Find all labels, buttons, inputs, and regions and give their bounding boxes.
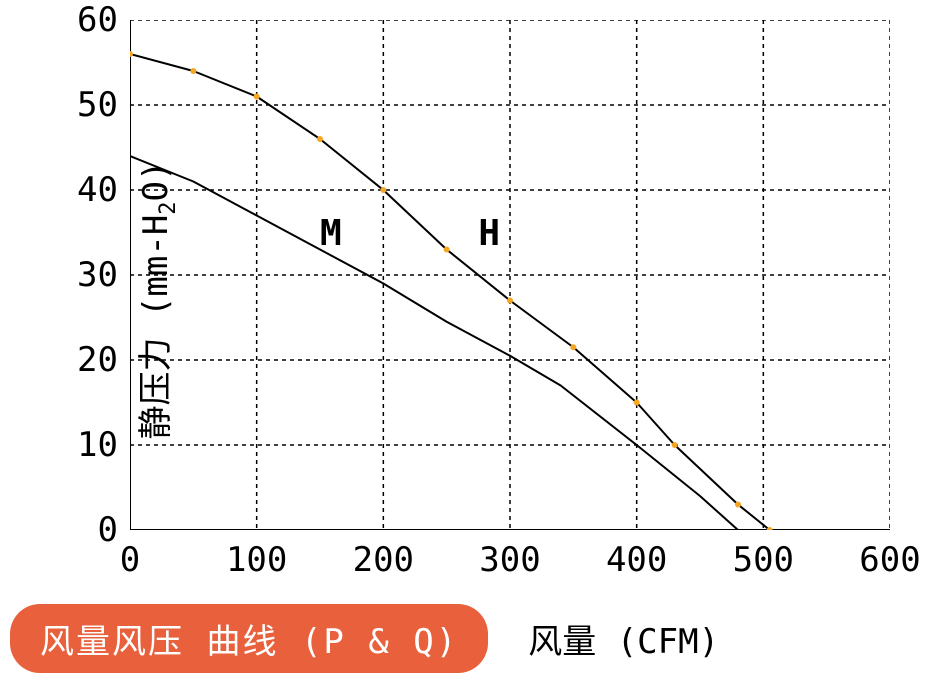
- chart-container: 静压力 (mm-H2O) 0102030405060 0100200300400…: [0, 0, 927, 600]
- y-tick: 60: [77, 0, 118, 40]
- plot-area: 0102030405060 0100200300400500600 HM: [130, 20, 890, 530]
- x-tick: 200: [353, 540, 414, 580]
- x-tick: 600: [859, 540, 920, 580]
- series-label-M: M: [320, 213, 342, 254]
- chart-svg: [130, 20, 890, 530]
- series-label-H: H: [478, 213, 500, 254]
- x-axis-label: 风量 (CFM): [528, 614, 719, 663]
- y-tick: 10: [77, 425, 118, 465]
- y-tick: 40: [77, 170, 118, 210]
- y-tick: 50: [77, 85, 118, 125]
- bottom-bar: 风量风压 曲线 (P & Q) 风量 (CFM): [0, 608, 927, 668]
- x-tick: 100: [226, 540, 287, 580]
- x-tick: 0: [120, 540, 140, 580]
- y-tick: 0: [98, 510, 118, 550]
- y-tick: 20: [77, 340, 118, 380]
- title-badge: 风量风压 曲线 (P & Q): [10, 604, 488, 673]
- x-tick: 300: [479, 540, 540, 580]
- x-tick: 500: [733, 540, 794, 580]
- x-tick: 400: [606, 540, 667, 580]
- y-tick: 30: [77, 255, 118, 295]
